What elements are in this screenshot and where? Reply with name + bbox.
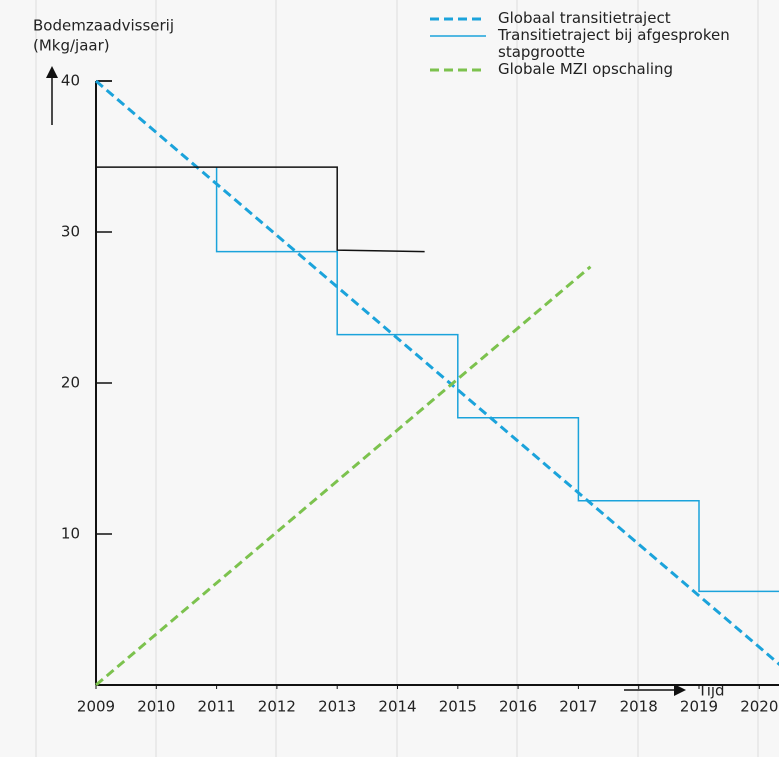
x-tick-label: 2012 bbox=[258, 698, 296, 716]
x-tick-label: 2016 bbox=[499, 698, 537, 716]
y-tick-label: 20 bbox=[61, 374, 80, 392]
x-tick-label: 2013 bbox=[318, 698, 356, 716]
series-line bbox=[95, 265, 592, 687]
paper-lines bbox=[35, 0, 759, 757]
legend: Globaal transitietraject Transitietraject… bbox=[428, 10, 778, 78]
legend-label: Globale MZI opschaling bbox=[498, 60, 674, 78]
series-line bbox=[215, 167, 779, 593]
series-line bbox=[96, 166, 425, 253]
x-tick-label: 2009 bbox=[77, 698, 115, 716]
x-tick-label: 2010 bbox=[137, 698, 175, 716]
legend-item: Transitietraject bij afgesproken stapgro… bbox=[428, 27, 778, 61]
y-axis-label: Bodemzaadvisserij bbox=[33, 17, 174, 35]
legend-item: Globaal transitietraject bbox=[428, 10, 778, 27]
legend-swatch bbox=[430, 68, 486, 72]
x-arrow-head bbox=[674, 684, 686, 696]
y-tick-label: 40 bbox=[61, 72, 80, 90]
y-tick-label: 10 bbox=[61, 525, 80, 543]
y-axis-label: (Mkg/jaar) bbox=[33, 37, 110, 55]
x-tick-label: 2011 bbox=[198, 698, 236, 716]
legend-swatch bbox=[430, 35, 486, 37]
x-tick-label: 2017 bbox=[559, 698, 597, 716]
x-tick-label: 2015 bbox=[439, 698, 477, 716]
y-tick-label: 30 bbox=[61, 223, 80, 241]
x-tick-label: 2018 bbox=[620, 698, 658, 716]
series-line bbox=[95, 79, 779, 666]
legend-item: Globale MZI opschaling bbox=[428, 61, 778, 78]
y-arrow-head bbox=[46, 66, 58, 78]
x-tick-label: 2014 bbox=[378, 698, 416, 716]
legend-label: Globaal transitietraject bbox=[498, 9, 671, 27]
legend-swatch bbox=[430, 17, 486, 21]
x-tick-label: 2019 bbox=[680, 698, 718, 716]
x-tick-label: 2020 bbox=[740, 698, 778, 716]
legend-label: Transitietraject bij afgesproken stapgro… bbox=[498, 26, 730, 61]
